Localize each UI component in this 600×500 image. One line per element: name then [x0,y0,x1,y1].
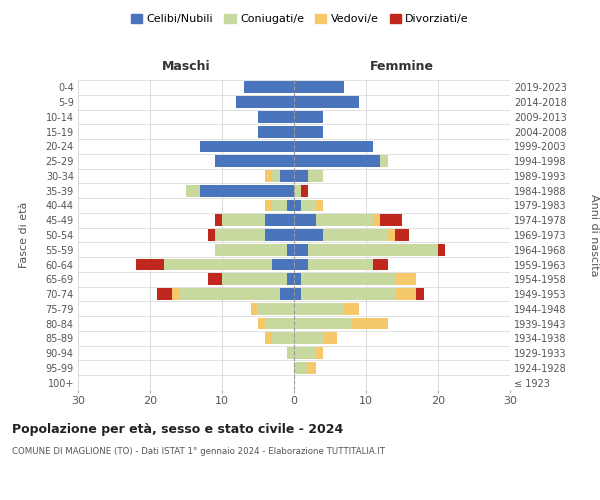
Bar [272,332,294,344]
Bar [164,258,272,270]
Bar [301,185,308,196]
Text: Femmine: Femmine [370,60,434,72]
Bar [272,258,294,270]
Bar [251,303,258,314]
Bar [294,244,308,256]
Bar [373,258,388,270]
Bar [294,96,359,108]
Bar [136,258,164,270]
Bar [308,170,323,182]
Bar [395,274,416,285]
Bar [200,185,294,196]
Bar [388,229,395,241]
Bar [294,170,308,182]
Bar [301,200,316,211]
Bar [200,140,294,152]
Bar [265,170,272,182]
Text: Popolazione per età, sesso e stato civile - 2024: Popolazione per età, sesso e stato civil… [12,422,343,436]
Bar [258,318,265,330]
Bar [258,126,294,138]
Bar [265,332,272,344]
Legend: Celibi/Nubili, Coniugati/e, Vedovi/e, Divorziati/e: Celibi/Nubili, Coniugati/e, Vedovi/e, Di… [128,10,472,28]
Text: Fasce di età: Fasce di età [19,202,29,268]
Bar [323,229,388,241]
Bar [294,156,380,167]
Bar [294,200,301,211]
Bar [301,274,395,285]
Bar [172,288,179,300]
Bar [215,156,294,167]
Bar [208,274,222,285]
Bar [373,214,380,226]
Bar [294,274,301,285]
Text: Maschi: Maschi [161,60,211,72]
Bar [287,347,294,359]
Bar [222,214,265,226]
Bar [344,303,359,314]
Bar [157,288,172,300]
Bar [316,347,323,359]
Bar [287,244,294,256]
Bar [294,303,344,314]
Bar [294,288,301,300]
Bar [294,347,316,359]
Bar [294,229,323,241]
Bar [287,200,294,211]
Bar [294,126,323,138]
Bar [294,258,308,270]
Bar [294,111,323,123]
Bar [308,258,373,270]
Bar [316,200,323,211]
Bar [215,214,222,226]
Bar [395,288,416,300]
Bar [294,362,308,374]
Bar [258,303,294,314]
Bar [395,229,409,241]
Bar [265,318,294,330]
Text: COMUNE DI MAGLIONE (TO) - Dati ISTAT 1° gennaio 2024 - Elaborazione TUTTITALIA.I: COMUNE DI MAGLIONE (TO) - Dati ISTAT 1° … [12,448,385,456]
Bar [316,214,373,226]
Bar [352,318,388,330]
Bar [294,82,344,94]
Bar [416,288,424,300]
Bar [280,288,294,300]
Bar [208,229,215,241]
Bar [215,229,265,241]
Bar [380,214,402,226]
Bar [294,140,373,152]
Bar [308,362,316,374]
Bar [272,200,287,211]
Bar [294,332,323,344]
Bar [294,318,352,330]
Bar [280,170,294,182]
Bar [244,82,294,94]
Bar [265,229,294,241]
Bar [272,170,280,182]
Bar [258,111,294,123]
Bar [265,214,294,226]
Bar [438,244,445,256]
Bar [308,244,438,256]
Bar [215,244,287,256]
Bar [287,274,294,285]
Bar [186,185,200,196]
Bar [179,288,280,300]
Bar [222,274,287,285]
Bar [236,96,294,108]
Bar [301,288,395,300]
Bar [380,156,388,167]
Bar [294,214,316,226]
Bar [265,200,272,211]
Bar [323,332,337,344]
Bar [294,185,301,196]
Text: Anni di nascita: Anni di nascita [589,194,599,276]
